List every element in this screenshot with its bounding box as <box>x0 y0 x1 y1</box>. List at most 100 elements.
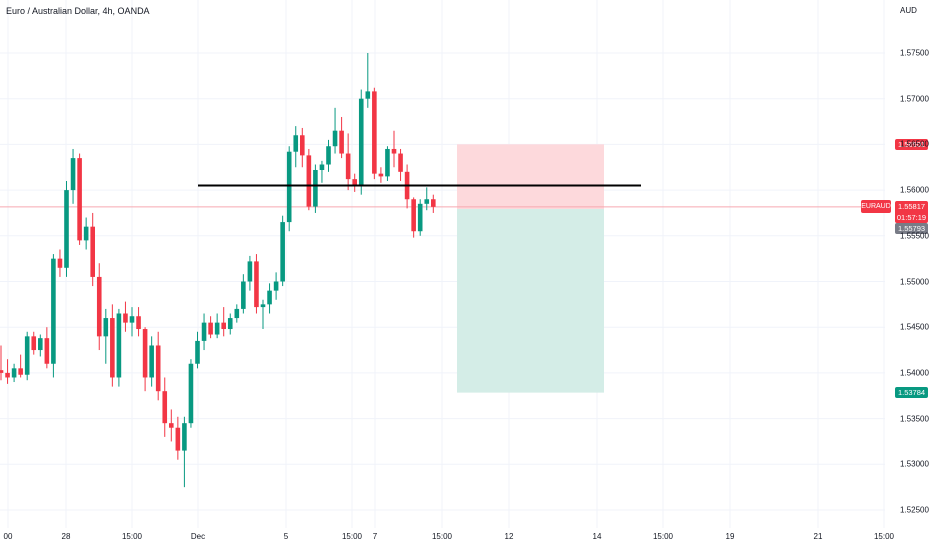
candle-body <box>326 146 331 165</box>
candle-body <box>293 135 299 152</box>
candle <box>358 89 364 195</box>
price-tick-label: 1.54500 <box>900 322 929 332</box>
symbol-badge: EURAUD <box>861 200 891 213</box>
candle <box>221 307 226 337</box>
candle-body <box>411 199 416 232</box>
time-tick-label: 19 <box>725 532 735 541</box>
candle-body <box>241 281 246 309</box>
candle-body <box>136 316 141 330</box>
candle <box>267 283 272 314</box>
candle <box>431 194 436 213</box>
entry-price-badge: 1.55793 <box>895 222 928 234</box>
candle-body <box>38 338 43 351</box>
candle <box>18 354 23 378</box>
candle <box>195 331 200 369</box>
time-tick-label: 12 <box>504 532 514 541</box>
candle-body <box>24 336 30 375</box>
candle-body <box>221 322 226 330</box>
candle <box>260 299 266 330</box>
candle <box>57 249 63 277</box>
candle <box>378 167 384 183</box>
chart-area[interactable] <box>0 0 885 528</box>
take-profit-zone[interactable] <box>457 209 604 393</box>
candle-body <box>123 313 128 323</box>
candle <box>110 304 115 387</box>
price-tick-label: 1.55500 <box>900 231 929 241</box>
candle <box>116 308 122 387</box>
candle <box>11 363 17 383</box>
candle <box>83 217 89 250</box>
candle <box>31 331 37 355</box>
candle <box>372 87 377 180</box>
candle <box>424 187 430 211</box>
candle-body <box>83 226 89 241</box>
candle <box>345 133 351 191</box>
candle-body <box>234 308 240 319</box>
candle <box>365 53 371 108</box>
stop-loss-zone[interactable] <box>457 144 604 210</box>
price-tick-label: 1.53000 <box>900 459 929 469</box>
candlestick-plot[interactable] <box>0 0 885 528</box>
time-tick-label: 15:00 <box>873 532 895 541</box>
candle <box>293 126 299 168</box>
price-axis[interactable] <box>885 0 932 528</box>
candle-body <box>110 318 115 378</box>
candle <box>142 327 148 392</box>
candle <box>175 416 181 460</box>
candle-body <box>162 391 168 424</box>
candle <box>319 160 325 183</box>
chart-title: Euro / Australian Dollar, 4h, OANDA <box>6 6 150 16</box>
candle-body <box>103 318 109 337</box>
candle-body <box>385 148 390 177</box>
time-tick-label: 28 <box>61 532 71 541</box>
candle-body <box>57 258 63 268</box>
candle <box>149 336 154 387</box>
price-tick-label: 1.57000 <box>900 94 929 104</box>
candle-body <box>208 322 213 335</box>
candle-body <box>372 91 377 174</box>
candle <box>51 254 56 378</box>
candle-body <box>44 338 50 364</box>
candle-body <box>169 423 174 428</box>
candle <box>38 334 43 357</box>
candle-body <box>11 368 17 378</box>
candle-body <box>0 370 4 373</box>
candle <box>339 116 344 159</box>
candle <box>417 199 423 236</box>
candle-body <box>96 276 102 337</box>
time-tick-label: 7 <box>372 532 378 541</box>
candle-body <box>378 173 384 177</box>
time-tick-label: 21 <box>813 532 823 541</box>
candle-body <box>319 164 325 170</box>
candle-body <box>260 304 266 308</box>
candle-body <box>339 130 344 154</box>
candle-body <box>365 91 371 99</box>
candle <box>273 272 279 300</box>
time-tick-label: 5 <box>283 532 289 541</box>
price-tick-label: 1.57500 <box>900 48 929 58</box>
time-tick-label: 15:00 <box>121 532 143 541</box>
candle <box>70 148 76 204</box>
candle-body <box>77 158 82 241</box>
candle-body <box>227 318 233 330</box>
candle <box>254 254 259 314</box>
candle <box>411 197 416 238</box>
candle-body <box>18 368 23 375</box>
candle-body <box>398 153 403 172</box>
candle-body <box>142 329 148 378</box>
candle <box>201 313 207 351</box>
candle <box>155 331 161 401</box>
candle <box>313 164 318 213</box>
candle <box>162 377 168 437</box>
candle-body <box>254 261 259 308</box>
candle-body <box>64 190 69 268</box>
candle <box>0 345 4 381</box>
price-tick-label: 1.54000 <box>900 368 929 378</box>
target-price-badge: 1.53784 <box>895 387 928 399</box>
candle <box>214 313 220 339</box>
candle-body <box>175 427 181 451</box>
candle <box>286 146 292 232</box>
candle-body <box>358 98 364 186</box>
candle-body <box>31 336 37 351</box>
candle <box>136 307 141 337</box>
